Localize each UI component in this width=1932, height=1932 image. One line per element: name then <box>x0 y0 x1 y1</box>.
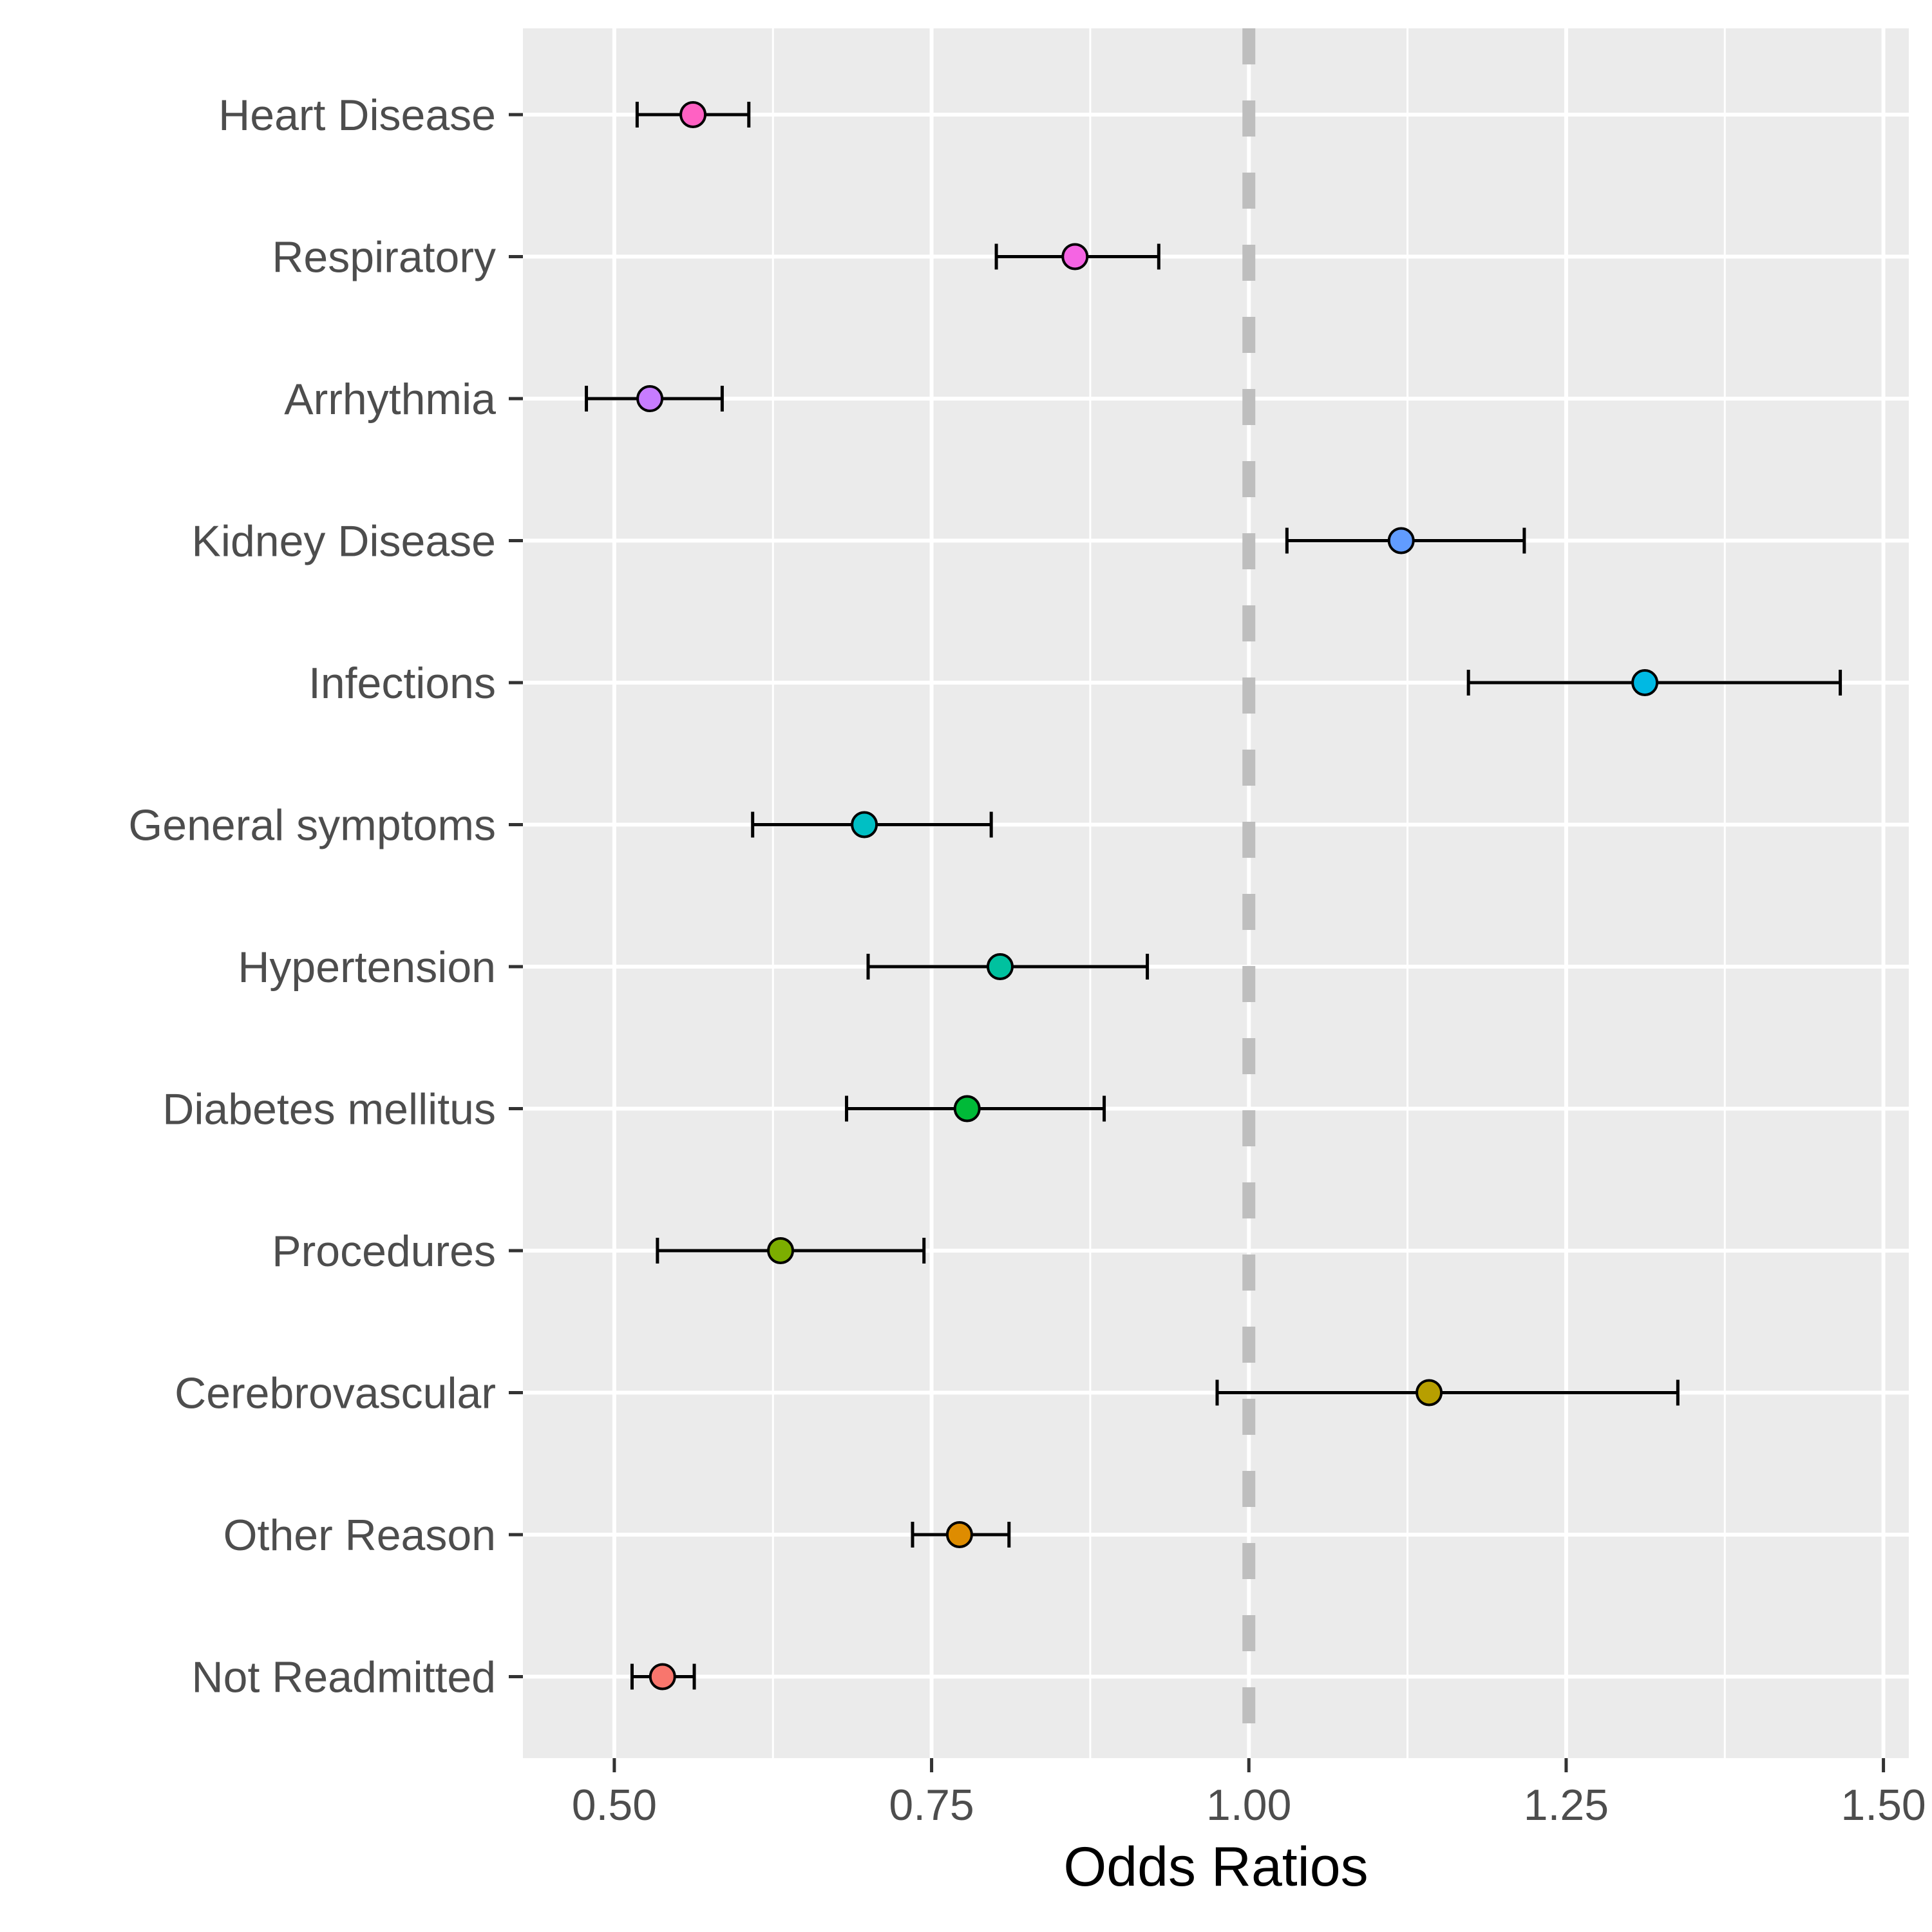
y-tick-label: Kidney Disease <box>192 517 496 566</box>
grid-minor-lines <box>772 28 1726 1758</box>
point-estimate <box>649 1663 676 1690</box>
point-estimate <box>679 101 707 128</box>
x-axis-title: Odds Ratios <box>1063 1836 1368 1898</box>
x-tick-label: 1.00 <box>1206 1781 1291 1830</box>
grid-major-vertical-lines <box>612 28 1886 1758</box>
y-tick-label: General symptoms <box>128 801 496 850</box>
point-estimate <box>1631 669 1659 696</box>
x-tick-label: 1.50 <box>1841 1781 1926 1830</box>
point-estimate <box>1061 243 1089 270</box>
point-estimate <box>636 385 664 412</box>
y-tick-label: Cerebrovascular <box>175 1369 496 1418</box>
x-axis: 0.50 0.75 1.00 1.25 1.50 <box>572 1758 1926 1830</box>
point-estimates <box>636 101 1659 1690</box>
point-estimate <box>986 953 1014 980</box>
point-estimate <box>851 811 878 838</box>
y-tick-label: Heart Disease <box>218 91 496 140</box>
error-bar <box>1215 1379 1680 1406</box>
point-estimate <box>945 1521 973 1548</box>
y-axis: Heart Disease Respiratory Arrhythmia Kidney… <box>128 91 523 1702</box>
y-tick-label: Respiratory <box>272 233 496 282</box>
x-tick-label: 0.75 <box>889 1781 974 1830</box>
y-tick-label: Infections <box>308 659 496 708</box>
panel-background <box>523 28 1909 1758</box>
y-tick-label: Diabetes mellitus <box>162 1085 496 1134</box>
y-tick-label: Other Reason <box>223 1511 496 1560</box>
y-tick-label: Hypertension <box>238 943 496 992</box>
y-tick-label: Procedures <box>272 1227 496 1276</box>
point-estimate <box>1416 1379 1443 1406</box>
point-estimate <box>953 1095 981 1122</box>
x-tick-label: 1.25 <box>1524 1781 1609 1830</box>
y-tick-label: Not Readmitted <box>192 1653 496 1702</box>
y-tick-label: Arrhythmia <box>284 375 496 424</box>
point-estimate <box>767 1237 795 1264</box>
x-tick-label: 0.50 <box>572 1781 657 1830</box>
point-estimate <box>1387 527 1415 554</box>
